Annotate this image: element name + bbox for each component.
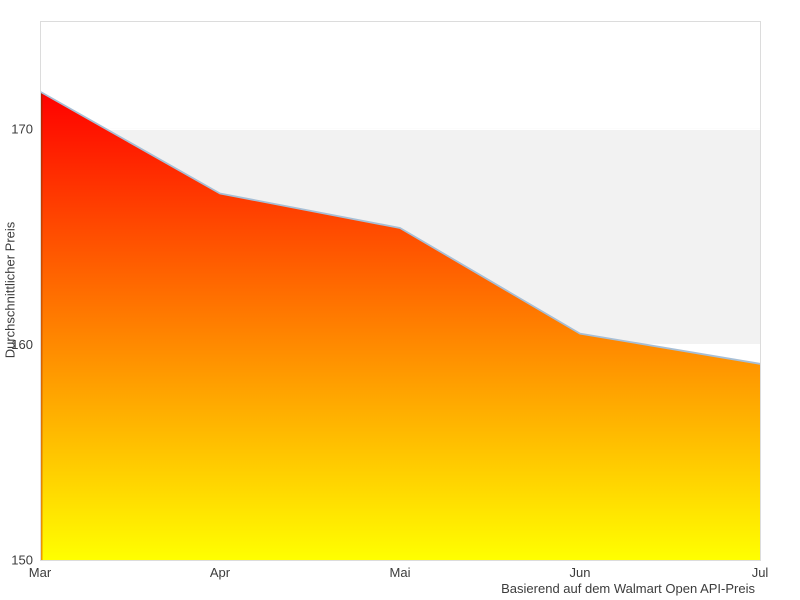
price-line [40, 91, 761, 365]
y-tick-label-160: 160 [11, 337, 33, 352]
y-axis-title: Durchschnittlicher Preis [2, 221, 18, 359]
y-tick-label-150: 150 [11, 553, 33, 568]
chart-caption: Basierend auf dem Walmart Open API-Preis [501, 581, 755, 596]
x-tick-label-apr: Apr [210, 565, 231, 580]
x-tick-label-jul: Jul [752, 565, 769, 580]
x-tick-label-mai: Mai [390, 565, 411, 580]
price-area-series [41, 92, 760, 560]
x-tick-label-mar: Mar [29, 565, 52, 580]
plot-border [40, 21, 761, 561]
y-tick-label-170: 170 [11, 121, 33, 136]
x-tick-label-jun: Jun [570, 565, 591, 580]
